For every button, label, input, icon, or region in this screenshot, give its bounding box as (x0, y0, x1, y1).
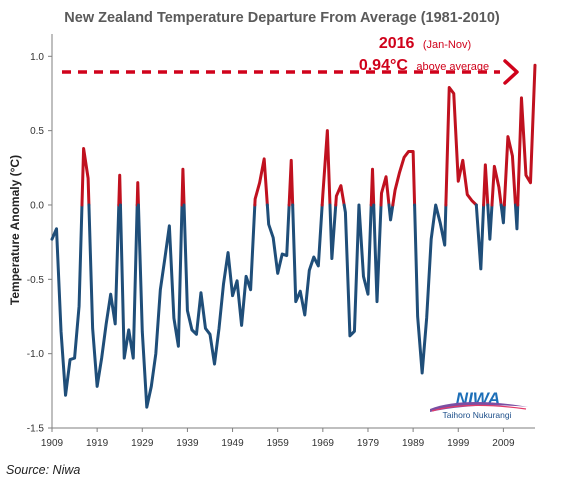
y-tick-label: -1.0 (27, 349, 45, 360)
series-line-below-average (474, 203, 486, 271)
series-line-above-average (379, 175, 391, 207)
annotation-period: (Jan-Nov) (423, 39, 471, 51)
annotation-value: 0.94°C (359, 57, 409, 74)
niwa-swoosh-icon (430, 402, 528, 412)
series-line-below-average (291, 203, 324, 317)
series-line-below-average (413, 203, 448, 375)
series-line-above-average (80, 146, 91, 207)
y-tick-label: 1.0 (30, 52, 44, 63)
niwa-logo-subtitle: Taihoro Nukurangi (443, 410, 512, 420)
series-line-below-average (50, 203, 84, 397)
x-tick-label: 1919 (86, 438, 109, 449)
series-line-below-average (499, 203, 506, 225)
x-tick-label: 1969 (312, 438, 335, 449)
series-line-above-average (490, 164, 503, 207)
series-line-below-average (118, 203, 139, 360)
y-tick-label: -1.5 (27, 424, 45, 435)
x-tick-label: 1979 (357, 438, 380, 449)
y-tick-label: 0.0 (30, 200, 44, 211)
axes: 1.0 0.5 0.0 -0.5 -1.0 -1.5 1909 1919 1929 1939 194… (27, 34, 535, 449)
series-line-below-average (486, 203, 494, 241)
series-line-below-average (387, 203, 395, 222)
x-tick-label: 2009 (492, 438, 515, 449)
series-line-below-average (328, 203, 338, 261)
temperature-series (50, 63, 537, 409)
x-tick-label: 1939 (176, 438, 199, 449)
x-tick-label: 1949 (221, 438, 244, 449)
annotation-suffix: above average (416, 61, 489, 73)
series-line-above-average (117, 173, 122, 207)
series-line-above-average (444, 86, 478, 207)
x-tick-label: 1959 (267, 438, 290, 449)
x-tick-label: 1929 (131, 438, 154, 449)
series-line-below-average (372, 203, 383, 304)
series-line-above-average (502, 135, 517, 207)
y-tick-label: 0.5 (30, 126, 44, 137)
series-line-below-average (265, 203, 291, 275)
x-tick-label: 1909 (41, 438, 64, 449)
series-line-below-average (87, 203, 121, 388)
x-tick-label: 1999 (447, 438, 470, 449)
series-line-above-average (334, 184, 346, 207)
series-line-below-average (136, 203, 184, 409)
niwa-swoosh-accent-icon (431, 404, 527, 412)
annotation-value-line: 0.94°C above average (359, 57, 489, 74)
series-line-above-average (320, 129, 332, 207)
series-line-above-average (391, 149, 417, 207)
series-line-above-average (369, 167, 376, 207)
chart-title: New Zealand Temperature Departure From A… (64, 10, 500, 26)
niwa-logo: NIWA Taihoro Nukurangi (430, 389, 528, 420)
series-line-above-average (253, 157, 269, 207)
series-line-above-average (482, 163, 490, 207)
y-tick-label: -0.5 (27, 275, 45, 286)
series-line-above-average (516, 63, 537, 207)
x-tick-label: 1989 (402, 438, 425, 449)
annotation-year-line: 2016 (Jan-Nov) (379, 35, 471, 52)
series-line-below-average (182, 203, 257, 366)
series-line-above-average (135, 181, 140, 207)
annotation-year: 2016 (379, 35, 415, 52)
series-line-below-average (342, 203, 373, 338)
series-line-above-average (180, 167, 186, 207)
y-axis-label: Temperature Anomaly (°C) (8, 155, 22, 305)
series-line-above-average (287, 158, 295, 207)
series-line-below-average (513, 203, 520, 231)
annotation-arrow-icon (503, 59, 519, 85)
source-caption: Source: Niwa (6, 463, 81, 477)
